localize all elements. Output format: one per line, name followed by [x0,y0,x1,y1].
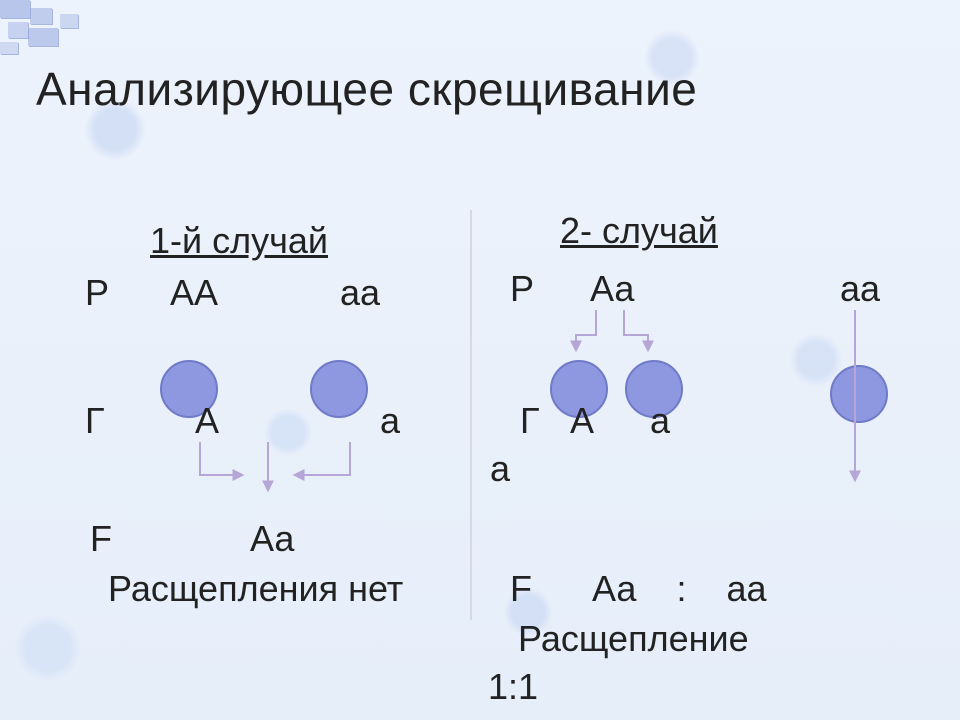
case1-heading: 1-й случай [150,220,328,262]
case1-p-left: АА [170,272,218,314]
case2-p-left: Аа [590,268,634,310]
case2-heading: 2- случай [560,210,718,252]
divider-line [470,210,472,620]
case2-seg1: Расщепление [518,618,749,660]
case2-g2: а [650,400,670,442]
case1-g-right: а [380,400,400,442]
case2-p-right: аа [840,268,880,310]
case2-g-right: а [490,448,510,490]
gamete-circle [310,360,368,418]
case1-p-right: аа [340,272,380,314]
case1-p-label: Р [85,272,109,314]
case2-g1: А [570,400,594,442]
case1-g-label: Г [85,400,105,442]
case2-seg2: 1:1 [488,666,538,708]
slide-title: Анализирующее скрещивание [36,62,697,116]
case1-f-label: F [90,518,112,560]
case1-g-left: А [195,400,219,442]
gamete-circle [830,365,888,423]
case2-p-label: Р [510,268,534,310]
case2-f-line: F Аа : аа [510,568,767,610]
case1-f-result: Аа [250,518,294,560]
case1-segregation: Расщепления нет [108,568,403,610]
corner-decoration [0,0,120,70]
case2-g-label: Г [520,400,540,442]
